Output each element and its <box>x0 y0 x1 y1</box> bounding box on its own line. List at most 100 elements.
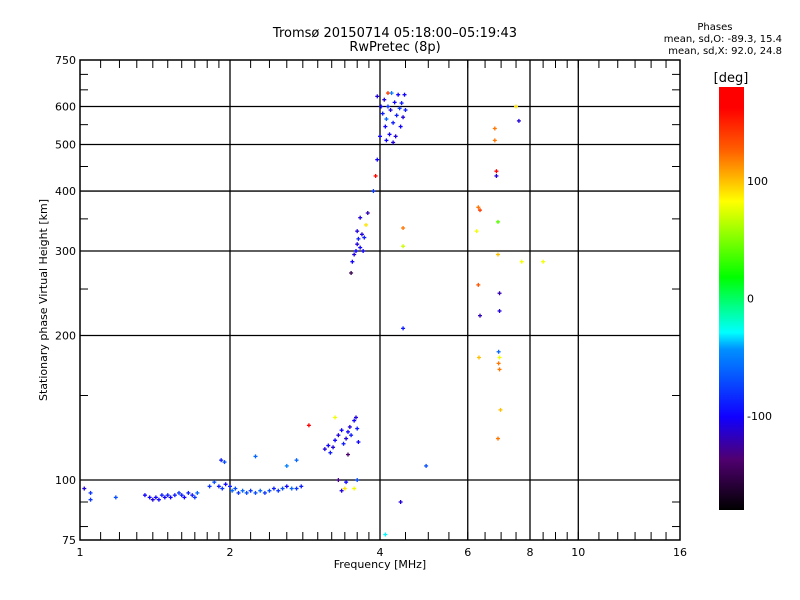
data-point <box>220 486 225 491</box>
data-point <box>349 433 354 438</box>
data-point <box>401 244 406 249</box>
x-tick-label: 1 <box>77 546 84 559</box>
data-point <box>396 92 401 97</box>
x-tick-label: 6 <box>464 546 471 559</box>
data-point <box>289 486 294 491</box>
data-point <box>379 104 384 109</box>
data-point <box>495 436 500 441</box>
data-point <box>497 367 502 372</box>
data-point <box>398 499 403 504</box>
colorbar-tick-label: -100 <box>747 410 772 423</box>
chart-title: Tromsø 20150714 05:18:00–05:19:43 RwPret… <box>0 27 800 55</box>
data-point <box>375 157 380 162</box>
data-point <box>299 484 304 489</box>
data-point <box>401 226 406 231</box>
data-point <box>223 482 228 487</box>
data-point <box>331 445 336 450</box>
x-tick-label: 2 <box>227 546 234 559</box>
data-point <box>339 428 344 433</box>
data-point <box>113 495 118 500</box>
data-point <box>492 138 497 143</box>
data-point <box>322 447 327 452</box>
data-point <box>495 252 500 257</box>
data-point <box>353 249 358 254</box>
y-tick-label: 75 <box>62 534 76 547</box>
data-point <box>476 282 481 287</box>
data-point <box>236 490 241 495</box>
data-point <box>364 222 369 227</box>
data-point <box>401 115 406 120</box>
data-point <box>355 478 360 483</box>
data-point <box>352 252 357 257</box>
data-point <box>478 208 483 213</box>
data-point <box>391 140 396 145</box>
data-point <box>147 495 152 500</box>
data-point <box>389 91 394 96</box>
data-point <box>394 113 399 118</box>
data-point <box>358 215 363 220</box>
x-tick-label: 8 <box>527 546 534 559</box>
data-point <box>248 488 253 493</box>
data-point <box>190 493 195 498</box>
data-point <box>195 490 200 495</box>
data-point <box>280 486 285 491</box>
data-point <box>230 488 235 493</box>
data-point <box>253 490 258 495</box>
data-point <box>342 486 347 491</box>
data-point <box>222 460 227 465</box>
data-point <box>159 493 164 498</box>
y-tick-label: 750 <box>55 54 76 67</box>
data-point <box>353 415 358 420</box>
grid-lines <box>80 60 680 540</box>
data-point <box>478 313 483 318</box>
data-point <box>176 490 181 495</box>
data-point <box>344 480 349 485</box>
data-point <box>361 249 366 254</box>
data-point <box>355 229 360 234</box>
data-point <box>397 106 402 111</box>
x-tick-label: 4 <box>377 546 384 559</box>
y-tick-label: 300 <box>55 245 76 258</box>
data-point <box>355 426 360 431</box>
data-point <box>216 484 221 489</box>
data-point <box>156 497 161 502</box>
data-point <box>284 463 289 468</box>
y-tick-label: 500 <box>55 139 76 152</box>
data-point <box>162 495 167 500</box>
data-point <box>192 495 197 500</box>
data-point <box>219 458 224 463</box>
data-point <box>385 104 390 109</box>
data-point <box>336 433 341 438</box>
data-point <box>182 495 187 500</box>
data-point <box>352 418 357 423</box>
data-point <box>382 97 387 102</box>
data-point <box>294 458 299 463</box>
data-point <box>380 111 385 116</box>
phase-stats-header: Phases <box>697 22 733 33</box>
data-point <box>212 480 217 485</box>
x-tick-label: 16 <box>673 546 687 559</box>
data-point <box>398 124 403 129</box>
data-point <box>356 236 361 241</box>
data-point <box>294 486 299 491</box>
data-point <box>496 349 501 354</box>
data-point <box>388 108 393 113</box>
y-tick-label: 200 <box>55 330 76 343</box>
data-point <box>333 438 338 443</box>
data-point <box>240 488 245 493</box>
data-point <box>258 488 263 493</box>
colorbar-label: [deg] <box>714 71 749 86</box>
data-point <box>497 291 502 296</box>
data-point <box>356 440 361 445</box>
data-point <box>541 259 546 264</box>
colorbar-tick-label: 100 <box>747 175 768 188</box>
data-point <box>401 326 406 331</box>
data-point <box>349 270 354 275</box>
colorbar <box>719 87 744 510</box>
data-point <box>391 120 396 125</box>
data-point <box>207 484 212 489</box>
data-point <box>497 355 502 360</box>
data-point <box>387 132 392 137</box>
data-point <box>392 100 397 105</box>
data-point <box>179 493 184 498</box>
